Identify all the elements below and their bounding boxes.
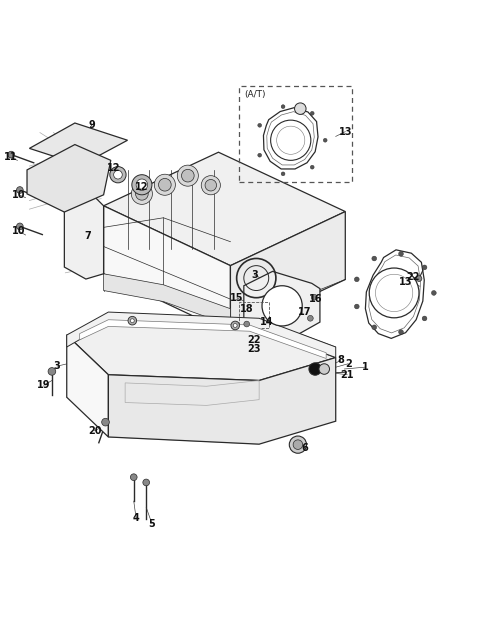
Circle shape [262,286,302,326]
Circle shape [369,268,419,318]
Text: 14: 14 [260,317,274,327]
Circle shape [312,294,317,300]
Circle shape [323,139,327,142]
Text: 13: 13 [338,127,352,137]
Text: 21: 21 [340,370,354,380]
Circle shape [131,474,137,480]
Text: 15: 15 [230,293,244,303]
Circle shape [110,167,126,183]
Text: 3: 3 [54,361,60,371]
Circle shape [16,223,23,229]
Text: 9: 9 [88,120,95,130]
Circle shape [205,179,216,191]
Circle shape [48,367,56,375]
Text: 8: 8 [337,356,344,366]
Polygon shape [108,357,336,444]
Polygon shape [67,335,108,437]
Circle shape [422,265,427,270]
Polygon shape [80,320,326,359]
Circle shape [295,103,306,114]
Polygon shape [27,145,111,212]
Text: 22: 22 [407,272,420,282]
Circle shape [102,418,109,426]
Text: 12: 12 [107,163,120,173]
Circle shape [258,153,262,157]
Circle shape [372,325,377,330]
Polygon shape [104,274,230,325]
Polygon shape [67,312,336,357]
Circle shape [201,176,220,195]
Circle shape [354,304,359,309]
Circle shape [233,324,237,327]
Circle shape [372,256,377,261]
Circle shape [143,479,150,486]
Text: 11: 11 [3,152,17,162]
Circle shape [8,151,14,158]
Circle shape [132,183,153,204]
Circle shape [131,319,134,323]
Circle shape [281,172,285,176]
Text: 4: 4 [133,514,140,524]
Circle shape [308,315,313,321]
Circle shape [398,330,403,334]
Polygon shape [29,123,128,165]
Circle shape [271,120,311,161]
Circle shape [244,321,250,327]
Circle shape [135,187,148,200]
Text: 12: 12 [135,182,149,192]
Polygon shape [244,271,320,337]
Circle shape [114,171,122,179]
Text: 16: 16 [309,294,323,304]
Text: 19: 19 [37,381,50,390]
Polygon shape [67,323,336,381]
Text: 10: 10 [12,226,25,236]
Circle shape [258,124,262,127]
Polygon shape [104,152,345,266]
Circle shape [289,436,307,453]
Circle shape [155,174,175,195]
Circle shape [136,179,148,191]
Circle shape [181,169,194,182]
Text: 5: 5 [149,519,156,529]
Circle shape [432,290,436,295]
Text: 1: 1 [362,362,369,372]
Circle shape [231,321,240,330]
Polygon shape [64,188,104,279]
Circle shape [319,364,329,374]
Circle shape [310,112,314,115]
Circle shape [310,166,314,169]
Text: 6: 6 [302,443,309,453]
Circle shape [354,277,359,282]
Circle shape [128,317,137,325]
Circle shape [177,165,198,186]
Text: 7: 7 [84,231,91,241]
Circle shape [309,363,322,375]
Circle shape [132,175,152,195]
Text: 10: 10 [12,190,25,200]
Text: 23: 23 [248,344,261,354]
Text: 3: 3 [251,270,258,280]
Circle shape [416,276,422,282]
Circle shape [398,251,403,256]
Text: 22: 22 [248,335,261,345]
Circle shape [16,187,23,193]
Circle shape [158,179,171,191]
Text: 2: 2 [345,359,351,369]
Text: (A/T): (A/T) [244,90,265,99]
Circle shape [281,105,285,108]
Circle shape [293,440,303,450]
Text: 17: 17 [299,307,312,317]
Text: 18: 18 [240,303,253,314]
Polygon shape [104,206,230,334]
Polygon shape [230,211,345,334]
Text: 13: 13 [399,277,413,287]
Text: 20: 20 [88,426,101,436]
Circle shape [422,316,427,321]
